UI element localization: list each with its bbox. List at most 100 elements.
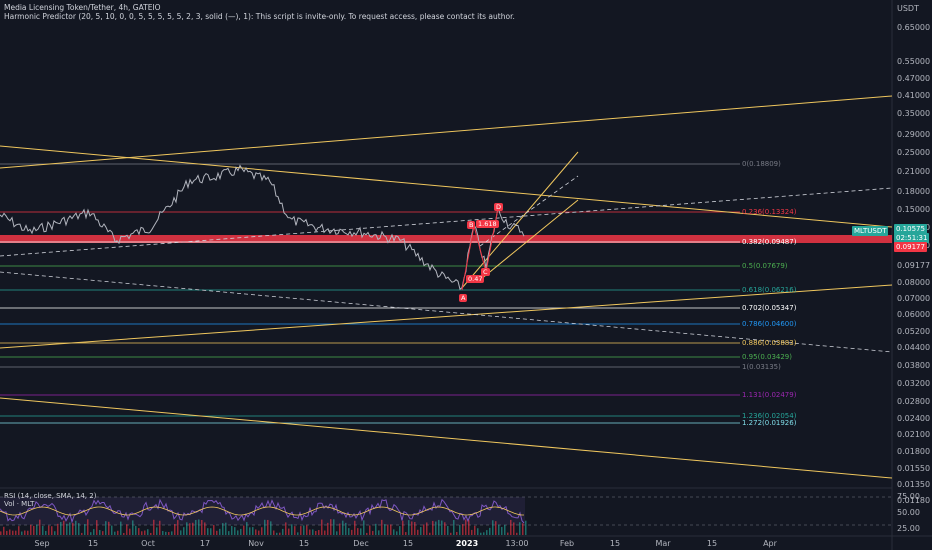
- fib-level-label: 0.236(0.13324): [742, 208, 797, 216]
- fib-level-label: 0.95(0.03429): [742, 353, 792, 361]
- volume-bar: [345, 522, 347, 535]
- volume-bar: [492, 520, 494, 535]
- volume-bar: [270, 521, 272, 535]
- time-tick: Oct: [141, 539, 155, 548]
- volume-bar: [453, 520, 455, 535]
- volume-bar: [231, 525, 233, 535]
- point-d: D: [494, 203, 504, 211]
- volume-bar: [399, 526, 401, 535]
- volume-bar: [186, 522, 188, 535]
- volume-bar: [507, 532, 509, 535]
- volume-bar: [360, 528, 362, 535]
- indicator-legend: Harmonic Predictor (20, 5, 10, 0, 0, 5, …: [4, 12, 515, 21]
- volume-bar: [318, 530, 320, 535]
- volume-bar: [441, 520, 443, 535]
- fib-level-label: 0.382(0.09487): [742, 238, 797, 246]
- rsi-title: RSI (14, close, SMA, 14, 2): [4, 492, 97, 500]
- volume-bar: [54, 531, 56, 535]
- volume-bar: [513, 522, 515, 535]
- volume-bar: [138, 528, 140, 535]
- time-tick: 17: [199, 539, 211, 548]
- volume-bar: [459, 524, 461, 535]
- time-tick: Nov: [248, 539, 264, 548]
- ratio-bc: 0.47: [466, 275, 485, 283]
- volume-bar: [243, 525, 245, 535]
- chart-title: Media Licensing Token/Tether, 4h, GATEIO: [4, 3, 161, 12]
- volume-bar: [429, 532, 431, 535]
- volume-bar: [300, 526, 302, 535]
- volume-bar: [27, 530, 29, 535]
- volume-bar: [312, 529, 314, 535]
- volume-bar: [168, 532, 170, 535]
- harmonic-pattern: [461, 207, 499, 291]
- price-series: [0, 164, 525, 291]
- volume-bar: [36, 524, 38, 535]
- volume-bar: [48, 525, 50, 535]
- time-tick: 15: [87, 539, 99, 548]
- volume-bar: [24, 530, 26, 535]
- volume-bar: [15, 530, 17, 535]
- volume-bar: [150, 532, 152, 535]
- price-tick: 0.01180: [897, 496, 931, 505]
- volume-bar: [450, 532, 452, 535]
- volume-bar: [180, 530, 182, 535]
- volume-bar: [177, 520, 179, 535]
- volume-bar: [195, 519, 197, 535]
- price-tick: 0.18000: [897, 187, 931, 196]
- volume-bar: [408, 520, 410, 535]
- volume-bar: [45, 530, 47, 535]
- volume-bar: [456, 531, 458, 535]
- price-tick: 0.09177: [897, 261, 931, 270]
- volume-bar: [276, 532, 278, 535]
- price-tick: 0.55000: [897, 57, 931, 66]
- volume-bar: [237, 530, 239, 535]
- volume-bar: [132, 520, 134, 535]
- volume-bar: [66, 523, 68, 535]
- volume-bar: [525, 520, 527, 535]
- volume-bar: [201, 519, 203, 535]
- volume-bar: [111, 525, 113, 535]
- volume-bar: [474, 525, 476, 535]
- volume-title: Vol · MLT: [4, 500, 35, 508]
- volume-bars: [0, 519, 527, 535]
- ratio-ab: 1.618: [476, 220, 499, 228]
- volume-bar: [261, 527, 263, 535]
- price-tick: 0.47000: [897, 74, 931, 83]
- volume-bar: [282, 528, 284, 535]
- volume-bar: [12, 530, 14, 535]
- volume-bar: [144, 530, 146, 535]
- countdown-tag: 02:51:31: [894, 233, 930, 243]
- volume-bar: [75, 520, 77, 535]
- volume-bar: [6, 530, 8, 535]
- volume-bar: [372, 530, 374, 535]
- volume-bar: [306, 525, 308, 535]
- volume-bar: [3, 526, 5, 535]
- price-tick: 0.05200: [897, 327, 931, 336]
- resistance-zone: [0, 235, 892, 243]
- fib-level-label: 0.786(0.04600): [742, 320, 797, 328]
- volume-bar: [216, 530, 218, 535]
- volume-bar: [252, 527, 254, 535]
- volume-bar: [510, 519, 512, 535]
- volume-bar: [162, 530, 164, 535]
- volume-bar: [228, 531, 230, 535]
- volume-bar: [99, 530, 101, 535]
- volume-bar: [438, 519, 440, 535]
- volume-bar: [405, 532, 407, 535]
- volume-bar: [198, 519, 200, 535]
- volume-bar: [330, 519, 332, 535]
- fib-level-label: 1.131(0.02479): [742, 391, 797, 399]
- price-tick: 0.01800: [897, 447, 931, 456]
- volume-bar: [480, 532, 482, 535]
- volume-bar: [222, 523, 224, 535]
- volume-bar: [375, 523, 377, 535]
- volume-bar: [129, 528, 131, 535]
- volume-bar: [501, 527, 503, 535]
- volume-bar: [225, 522, 227, 535]
- price-tick: 0.01550: [897, 464, 931, 473]
- fib-level-label: 1.272(0.01926): [742, 419, 797, 427]
- volume-bar: [486, 530, 488, 535]
- volume-bar: [387, 524, 389, 535]
- volume-bar: [147, 529, 149, 535]
